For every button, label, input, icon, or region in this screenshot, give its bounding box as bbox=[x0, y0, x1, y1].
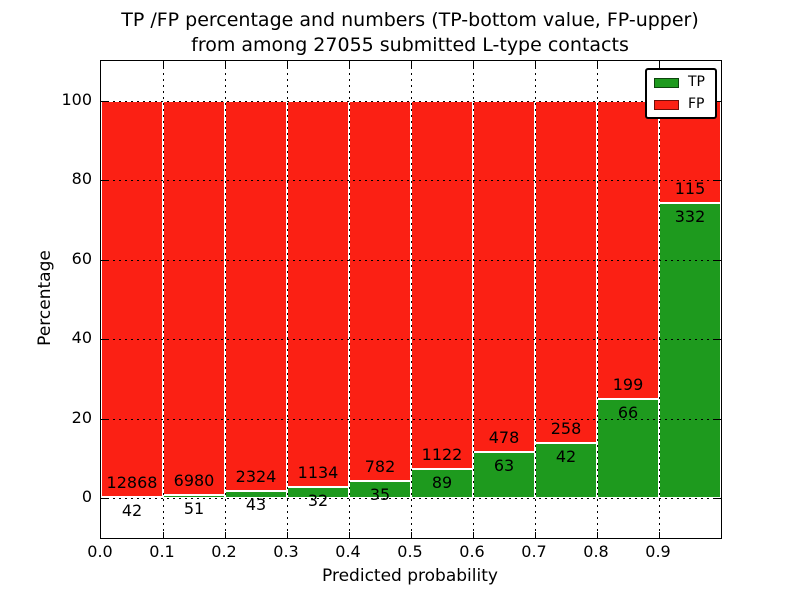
bar-segment-fp bbox=[349, 100, 411, 482]
gridline-vertical bbox=[473, 61, 474, 538]
x-tick-mark-top bbox=[473, 61, 474, 67]
x-tick-label: 0.5 bbox=[397, 542, 423, 561]
bar-label-tp: 35 bbox=[369, 485, 391, 505]
x-tick-mark bbox=[659, 532, 660, 538]
x-tick-mark bbox=[535, 532, 536, 538]
y-tick-label: 80 bbox=[71, 169, 92, 189]
x-tick-mark-top bbox=[163, 61, 164, 67]
y-tick-mark-right bbox=[715, 339, 721, 341]
x-tick-mark-top bbox=[287, 61, 288, 67]
x-tick-label: 0.2 bbox=[211, 542, 237, 561]
x-tick-mark-top bbox=[349, 61, 350, 67]
bar-segment-fp bbox=[411, 100, 473, 470]
chart-subtitle: from among 27055 submitted L-type contac… bbox=[191, 34, 629, 56]
bar-label-fp: 115 bbox=[674, 179, 706, 199]
y-tick-mark-right bbox=[715, 180, 721, 182]
bar-label-fp: 478 bbox=[488, 428, 520, 448]
x-tick-label: 0.9 bbox=[645, 542, 671, 561]
y-tick-mark bbox=[101, 259, 107, 261]
x-tick-mark bbox=[287, 532, 288, 538]
y-tick-mark-right bbox=[715, 418, 721, 420]
x-tick-mark-top bbox=[411, 61, 412, 67]
bar-label-fp: 199 bbox=[612, 375, 644, 395]
bar-label-fp: 2324 bbox=[235, 467, 277, 487]
chart-title-block: TP /FP percentage and numbers (TP-bottom… bbox=[100, 8, 720, 58]
x-tick-mark-top bbox=[659, 61, 660, 67]
bar-segment-fp bbox=[163, 100, 225, 496]
bar-segment-fp bbox=[473, 100, 535, 452]
bar-label-tp: 43 bbox=[245, 494, 267, 514]
x-tick-mark-top bbox=[597, 61, 598, 67]
y-tick-mark bbox=[101, 498, 107, 500]
y-tick-mark-right bbox=[715, 100, 721, 102]
bar-label-fp: 1122 bbox=[421, 445, 463, 465]
legend: TP FP bbox=[645, 68, 717, 119]
legend-label: TP bbox=[688, 74, 705, 90]
y-tick-mark-right bbox=[715, 498, 721, 500]
bar-label-fp: 782 bbox=[364, 457, 396, 477]
gridline-vertical bbox=[225, 61, 226, 538]
plot-area: 12868 42 6980 51 2324 43 1134 32 782 35 1122 89 478 6… bbox=[100, 60, 722, 539]
bar-label-tp: 42 bbox=[121, 500, 143, 520]
x-tick-mark bbox=[163, 532, 164, 538]
x-tick-mark bbox=[411, 532, 412, 538]
x-tick-label: 0.1 bbox=[149, 542, 175, 561]
chart-title: TP /FP percentage and numbers (TP-bottom… bbox=[121, 9, 699, 31]
bar-segment-tp bbox=[535, 442, 597, 499]
bar-label-fp: 258 bbox=[550, 418, 582, 438]
y-tick-label: 20 bbox=[71, 407, 92, 427]
gridline-vertical bbox=[411, 61, 412, 538]
x-tick-label: 0.8 bbox=[583, 542, 609, 561]
x-axis-label: Predicted probability bbox=[322, 566, 498, 586]
y-tick-label: 100 bbox=[61, 89, 92, 109]
gridline-vertical bbox=[597, 61, 598, 538]
bar-segment-fp bbox=[101, 100, 163, 497]
legend-swatch-tp bbox=[654, 77, 679, 88]
bar-segment-tp bbox=[597, 399, 659, 499]
x-tick-mark bbox=[349, 532, 350, 538]
bar-label-tp: 32 bbox=[307, 491, 329, 511]
x-tick-label: 0.0 bbox=[87, 542, 113, 561]
x-tick-label: 0.3 bbox=[273, 542, 299, 561]
legend-swatch-fp bbox=[654, 99, 679, 110]
bar-segment-tp bbox=[659, 203, 721, 499]
legend-item-fp: FP bbox=[654, 97, 708, 112]
bar-label-fp: 6980 bbox=[173, 471, 215, 491]
y-tick-mark bbox=[101, 418, 107, 420]
x-tick-mark bbox=[473, 532, 474, 538]
y-tick-label: 40 bbox=[71, 328, 92, 348]
x-tick-mark-top bbox=[225, 61, 226, 67]
gridline-vertical bbox=[659, 61, 660, 538]
y-tick-label: 0 bbox=[81, 487, 92, 507]
y-tick-mark-right bbox=[715, 259, 721, 261]
legend-item-tp: TP bbox=[654, 75, 708, 90]
bar-segment-fp bbox=[535, 100, 597, 443]
y-tick-label: 60 bbox=[71, 248, 92, 268]
bar-label-tp: 89 bbox=[431, 472, 453, 492]
bar-segment-fp bbox=[225, 100, 287, 492]
bar-label-tp: 51 bbox=[183, 499, 205, 519]
bar-label-tp: 332 bbox=[674, 206, 706, 226]
x-tick-label: 0.4 bbox=[335, 542, 361, 561]
bar-label-tp: 66 bbox=[617, 403, 639, 423]
legend-label: FP bbox=[688, 96, 705, 112]
bar-segment-fp bbox=[597, 100, 659, 400]
gridline-vertical bbox=[349, 61, 350, 538]
y-tick-mark bbox=[101, 339, 107, 341]
gridline-vertical bbox=[163, 61, 164, 538]
x-tick-label: 0.7 bbox=[521, 542, 547, 561]
bar-label-tp: 63 bbox=[493, 455, 515, 475]
y-tick-mark bbox=[101, 100, 107, 102]
bar-label-fp: 1134 bbox=[297, 463, 339, 483]
gridline-vertical bbox=[535, 61, 536, 538]
x-tick-label: 0.6 bbox=[459, 542, 485, 561]
x-tick-mark-top bbox=[535, 61, 536, 67]
y-tick-mark bbox=[101, 180, 107, 182]
x-tick-mark bbox=[597, 532, 598, 538]
gridline-vertical bbox=[287, 61, 288, 538]
bar-label-tp: 42 bbox=[555, 446, 577, 466]
x-tick-mark bbox=[225, 532, 226, 538]
bar-label-fp: 12868 bbox=[106, 473, 158, 493]
bar-segment-fp bbox=[287, 100, 349, 488]
